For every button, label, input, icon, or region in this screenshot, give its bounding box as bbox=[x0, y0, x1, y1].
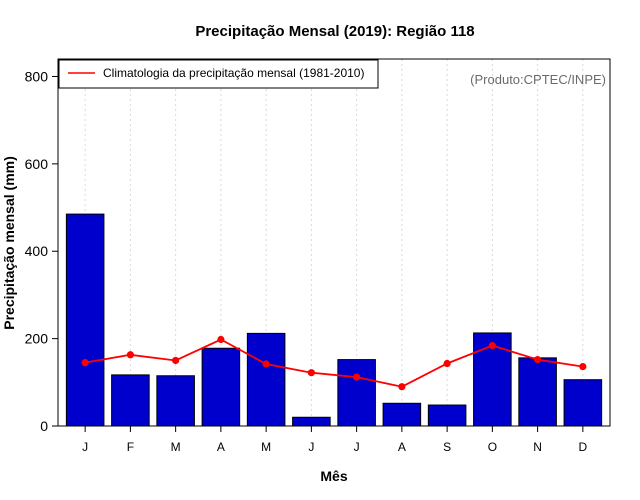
climatology-point-7 bbox=[398, 383, 406, 391]
bar-7 bbox=[382, 402, 422, 427]
y-tick-label: 400 bbox=[25, 243, 49, 259]
x-tick-label: S bbox=[443, 440, 451, 454]
y-tick-label: 0 bbox=[40, 418, 48, 434]
x-tick-label: J bbox=[354, 440, 360, 454]
climatology-point-4 bbox=[262, 360, 270, 368]
climatology-point-10 bbox=[534, 355, 542, 364]
legend: Climatologia da precipitação mensal (198… bbox=[58, 59, 379, 89]
bar-2 bbox=[156, 375, 195, 427]
bar-5 bbox=[292, 416, 331, 427]
climatology-point-0 bbox=[81, 359, 89, 367]
climatology-point-5 bbox=[307, 369, 315, 377]
x-tick-label: F bbox=[127, 440, 134, 454]
climatology-point-1 bbox=[126, 351, 134, 359]
y-tick-label: 600 bbox=[25, 156, 49, 172]
climatology-point-2 bbox=[172, 356, 180, 365]
x-tick-label: O bbox=[488, 440, 497, 454]
product-credit: (Produto:CPTEC/INPE) bbox=[470, 72, 606, 87]
y-axis-title: Precipitação mensal (mm) bbox=[1, 156, 17, 330]
chart-title: Precipitação Mensal (2019): Região 118 bbox=[195, 23, 474, 40]
bar-1 bbox=[111, 374, 150, 427]
x-tick-label: A bbox=[398, 440, 406, 454]
y-axis: 0 200 400 600 800 bbox=[25, 68, 58, 434]
y-tick-label: 200 bbox=[25, 331, 49, 347]
bar-0 bbox=[65, 213, 105, 427]
x-tick-label: N bbox=[533, 440, 542, 454]
climatology-line bbox=[84, 338, 584, 388]
climatology-point-8 bbox=[443, 359, 451, 368]
climatology-point-6 bbox=[353, 373, 361, 381]
x-tick-label: M bbox=[171, 440, 181, 454]
bar-10 bbox=[518, 357, 557, 427]
y-tick-label: 800 bbox=[25, 68, 49, 84]
climatology-point-3 bbox=[217, 335, 225, 344]
climatology-point-11 bbox=[579, 362, 587, 371]
bar-8 bbox=[427, 404, 467, 427]
x-tick-label: D bbox=[579, 440, 588, 454]
legend-box bbox=[58, 59, 379, 89]
x-tick-label: A bbox=[217, 440, 225, 454]
bar-6 bbox=[337, 359, 376, 427]
bar-4 bbox=[246, 332, 286, 427]
climatology-point-9 bbox=[488, 342, 496, 350]
climatology-line-layer bbox=[81, 335, 587, 391]
bars bbox=[65, 213, 603, 427]
x-tick-label: J bbox=[82, 440, 88, 454]
bar-11 bbox=[563, 379, 603, 427]
x-axis-title: Mês bbox=[320, 468, 347, 484]
legend-label: Climatologia da precipitação mensal (198… bbox=[103, 66, 364, 80]
x-tick-label: J bbox=[308, 440, 314, 454]
x-tick-label: M bbox=[261, 440, 271, 454]
plot-frame bbox=[57, 58, 611, 427]
bar-3 bbox=[201, 347, 241, 427]
